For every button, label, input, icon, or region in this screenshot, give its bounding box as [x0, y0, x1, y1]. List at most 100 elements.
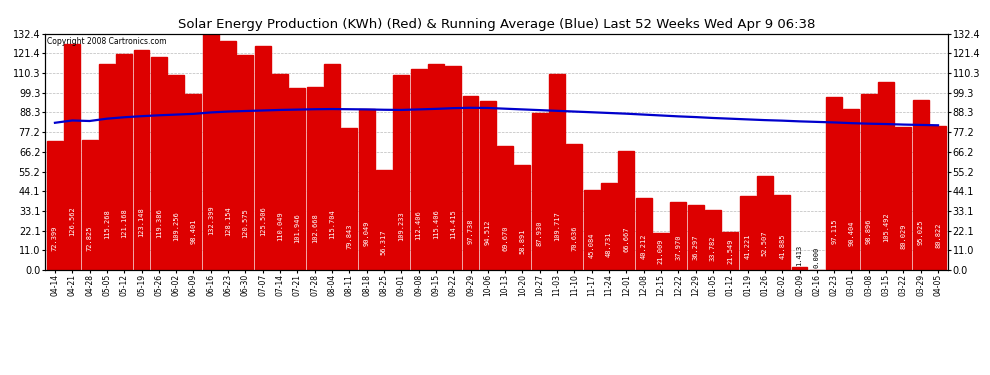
Bar: [532, 113, 547, 270]
Text: Copyright 2008 Cartronics.com: Copyright 2008 Cartronics.com: [48, 37, 166, 46]
Text: 115.406: 115.406: [433, 209, 439, 239]
Text: 0.000: 0.000: [814, 247, 820, 268]
Text: 33.782: 33.782: [710, 236, 716, 261]
Bar: [670, 202, 686, 270]
Text: 110.049: 110.049: [277, 211, 283, 240]
Bar: [220, 41, 236, 270]
Bar: [289, 88, 305, 270]
Text: 90.404: 90.404: [848, 220, 854, 246]
Text: 70.636: 70.636: [571, 226, 577, 251]
Bar: [895, 127, 912, 270]
Text: 21.009: 21.009: [658, 239, 664, 264]
Text: 45.084: 45.084: [589, 232, 595, 258]
Text: 125.506: 125.506: [259, 207, 265, 236]
Bar: [619, 151, 635, 270]
Bar: [636, 198, 651, 270]
Bar: [462, 96, 478, 270]
Text: 98.401: 98.401: [190, 218, 196, 244]
Title: Solar Energy Production (KWh) (Red) & Running Average (Blue) Last 52 Weeks Wed A: Solar Energy Production (KWh) (Red) & Ru…: [178, 18, 815, 31]
Text: 101.946: 101.946: [294, 213, 300, 243]
Text: 97.115: 97.115: [832, 219, 838, 244]
Bar: [827, 97, 842, 270]
Text: 120.575: 120.575: [243, 208, 248, 238]
Bar: [307, 87, 323, 270]
Text: 80.822: 80.822: [935, 223, 941, 248]
Bar: [150, 57, 166, 270]
Bar: [324, 63, 340, 270]
Bar: [930, 126, 946, 270]
Text: 79.843: 79.843: [346, 223, 352, 249]
Text: 80.029: 80.029: [900, 223, 907, 249]
Text: 105.492: 105.492: [883, 212, 889, 242]
Text: 126.562: 126.562: [69, 206, 75, 236]
Text: 37.970: 37.970: [675, 234, 681, 260]
Text: 41.221: 41.221: [744, 234, 750, 259]
Text: 48.731: 48.731: [606, 231, 612, 257]
Bar: [64, 44, 80, 270]
Bar: [792, 267, 808, 270]
Bar: [774, 195, 790, 270]
Bar: [584, 189, 600, 270]
Bar: [81, 140, 98, 270]
Bar: [446, 66, 461, 270]
Bar: [515, 165, 531, 270]
Bar: [860, 93, 877, 270]
Bar: [497, 146, 513, 270]
Bar: [272, 74, 288, 270]
Bar: [705, 210, 721, 270]
Bar: [411, 69, 427, 270]
Bar: [843, 109, 859, 270]
Text: 66.667: 66.667: [624, 226, 630, 252]
Bar: [549, 74, 565, 270]
Bar: [185, 94, 201, 270]
Text: 102.668: 102.668: [312, 213, 318, 243]
Text: 121.168: 121.168: [121, 208, 127, 238]
Bar: [134, 50, 149, 270]
Bar: [47, 141, 63, 270]
Bar: [238, 55, 253, 270]
Text: 114.415: 114.415: [450, 210, 456, 239]
Text: 115.704: 115.704: [329, 209, 335, 239]
Text: 109.717: 109.717: [554, 211, 560, 241]
Bar: [342, 128, 357, 270]
Text: 21.549: 21.549: [728, 239, 734, 264]
Text: 112.406: 112.406: [416, 210, 422, 240]
Text: 94.512: 94.512: [485, 219, 491, 245]
Bar: [653, 232, 669, 270]
Bar: [688, 205, 704, 270]
Bar: [99, 64, 115, 270]
Bar: [878, 82, 894, 270]
Bar: [566, 144, 582, 270]
Text: 41.885: 41.885: [779, 233, 785, 259]
Text: 109.256: 109.256: [173, 211, 179, 241]
Bar: [376, 170, 392, 270]
Text: 69.670: 69.670: [502, 226, 508, 251]
Bar: [723, 231, 739, 270]
Bar: [740, 196, 755, 270]
Text: 56.317: 56.317: [381, 230, 387, 255]
Text: 109.233: 109.233: [398, 211, 404, 241]
Text: 95.025: 95.025: [918, 219, 924, 245]
Text: 98.896: 98.896: [866, 218, 872, 243]
Bar: [428, 64, 444, 270]
Bar: [168, 75, 184, 270]
Bar: [601, 183, 617, 270]
Text: 40.212: 40.212: [641, 234, 646, 259]
Bar: [254, 46, 270, 270]
Text: 115.268: 115.268: [104, 209, 110, 239]
Bar: [913, 100, 929, 270]
Bar: [393, 75, 409, 270]
Text: 36.297: 36.297: [693, 235, 699, 260]
Text: 52.507: 52.507: [762, 231, 768, 256]
Text: 72.825: 72.825: [86, 225, 93, 251]
Text: 58.891: 58.891: [520, 229, 526, 254]
Bar: [203, 34, 219, 270]
Text: 132.399: 132.399: [208, 205, 214, 235]
Text: 90.049: 90.049: [363, 220, 369, 246]
Bar: [116, 54, 133, 270]
Text: 128.154: 128.154: [225, 206, 231, 236]
Text: 87.930: 87.930: [537, 221, 543, 246]
Text: 119.386: 119.386: [155, 208, 161, 238]
Text: 123.148: 123.148: [139, 207, 145, 237]
Text: 97.738: 97.738: [467, 218, 473, 244]
